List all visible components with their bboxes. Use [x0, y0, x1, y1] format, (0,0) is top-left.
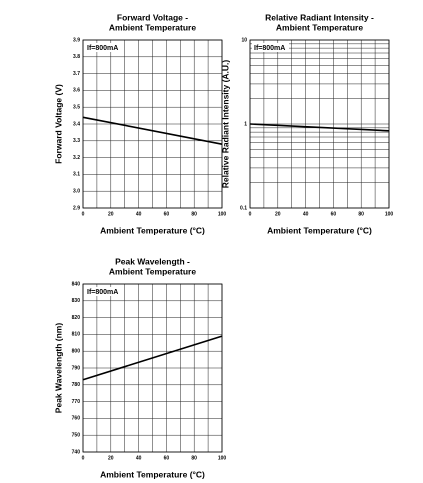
y-tick-label: 3.9	[73, 37, 80, 43]
y-tick-label: 820	[72, 315, 81, 321]
x-tick-label: 60	[331, 211, 337, 217]
chart-title: Relative Radiant Intensity -	[265, 12, 374, 22]
y-tick-label: 760	[72, 416, 81, 422]
y-tick-label: 3.1	[73, 172, 80, 178]
y-tick-label: 2.9	[73, 205, 80, 211]
y-tick-label: 3.4	[73, 121, 80, 127]
x-tick-label: 100	[218, 211, 227, 217]
y-tick-label: 740	[72, 449, 81, 455]
x-tick-label: 40	[136, 211, 142, 217]
x-tick-label: 20	[108, 211, 114, 217]
y-tick-label: 810	[72, 332, 81, 338]
x-axis-label: Ambient Temperature (°C)	[100, 225, 205, 235]
y-tick-label: 3.7	[73, 71, 80, 77]
plot-frame	[82, 283, 223, 453]
x-axis-label: Ambient Temperature (°C)	[100, 469, 205, 479]
y-tick-label: 830	[72, 298, 81, 304]
y-axis-label: Peak Wavelength (nm)	[53, 323, 63, 414]
chart-title: Ambient Temperature	[109, 22, 196, 32]
plot-frame	[82, 39, 223, 209]
annotation: If=800mA	[87, 45, 118, 52]
y-tick-label: 10	[241, 37, 247, 43]
y-tick-label: 0.1	[240, 205, 247, 211]
annotation-bg	[85, 287, 122, 296]
y-tick-label: 3.2	[73, 155, 80, 161]
x-axis-label: Ambient Temperature (°C)	[267, 225, 372, 235]
x-tick-label: 20	[108, 455, 114, 461]
x-tick-label: 80	[191, 211, 197, 217]
x-tick-label: 0	[82, 211, 85, 217]
y-tick-label: 3.3	[73, 138, 80, 144]
y-tick-label: 790	[72, 365, 81, 371]
chart-title: Forward Voltage -	[117, 12, 188, 22]
data-line	[82, 116, 223, 145]
data-line	[249, 123, 390, 132]
annotation: If=800mA	[254, 45, 285, 52]
annotation-bg	[85, 43, 122, 52]
x-tick-label: 100	[218, 455, 227, 461]
x-tick-label: 20	[275, 211, 281, 217]
y-tick-label: 3.5	[73, 105, 80, 111]
x-tick-label: 0	[249, 211, 252, 217]
x-tick-label: 40	[136, 455, 142, 461]
chart-title: Ambient Temperature	[276, 22, 363, 32]
y-axis-label: Relative Radiant Intensity (A.U.)	[220, 60, 230, 189]
y-tick-label: 770	[72, 399, 81, 405]
y-tick-label: 840	[72, 281, 81, 287]
y-tick-label: 3.8	[73, 54, 80, 60]
x-tick-label: 100	[385, 211, 394, 217]
x-tick-label: 60	[164, 455, 170, 461]
x-tick-label: 60	[164, 211, 170, 217]
y-tick-label: 800	[72, 349, 81, 355]
chart-title: Ambient Temperature	[109, 266, 196, 276]
y-tick-label: 3.0	[73, 189, 80, 195]
annotation: If=800mA	[87, 289, 118, 296]
y-axis-label: Forward Voltage (V)	[53, 84, 63, 164]
y-tick-label: 1	[244, 121, 247, 127]
data-line	[82, 335, 223, 381]
annotation-bg	[252, 43, 289, 52]
x-tick-label: 80	[358, 211, 364, 217]
y-tick-label: 3.6	[73, 88, 80, 94]
y-tick-label: 750	[72, 433, 81, 439]
x-tick-label: 0	[82, 455, 85, 461]
chart-title: Peak Wavelength -	[115, 256, 190, 266]
x-tick-label: 80	[191, 455, 197, 461]
y-tick-label: 780	[72, 382, 81, 388]
x-tick-label: 40	[303, 211, 309, 217]
